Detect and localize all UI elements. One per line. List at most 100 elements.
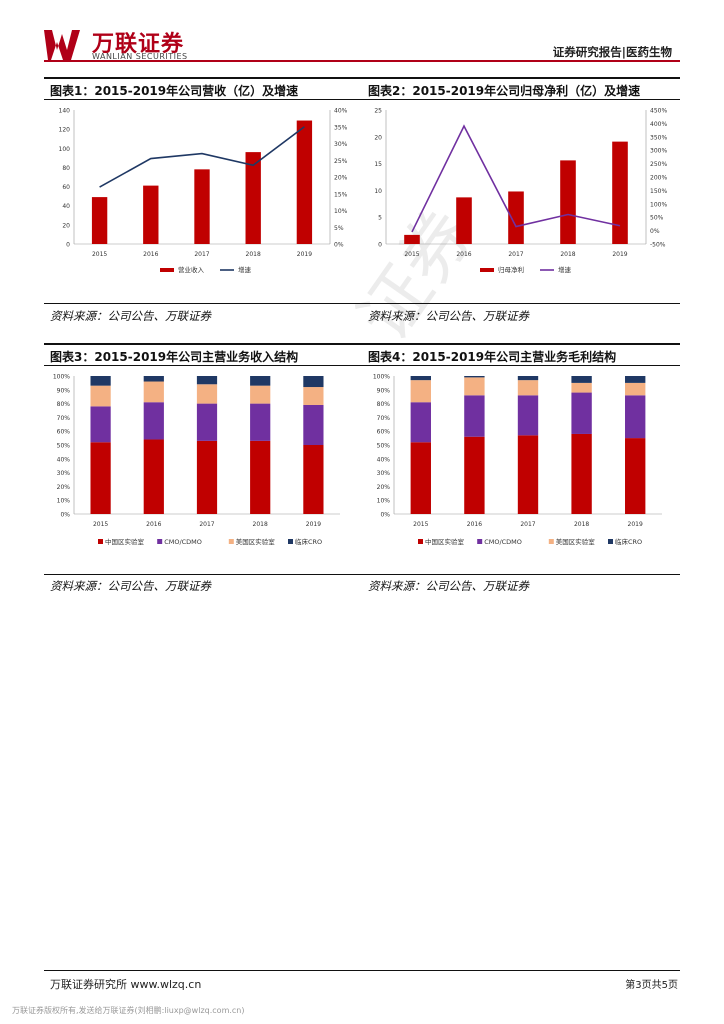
stacked-bar-segment bbox=[571, 382, 592, 393]
y-tick-label: 25 bbox=[374, 108, 382, 115]
legend-swatch bbox=[157, 539, 163, 544]
legend-swatch bbox=[480, 268, 494, 272]
x-tick-label: 2018 bbox=[560, 251, 575, 258]
figure-2-source: 资料来源：公司公告、万联证券 bbox=[368, 309, 529, 323]
legend-swatch bbox=[160, 268, 174, 272]
stacked-bar-segment bbox=[571, 433, 592, 514]
stacked-bar-segment bbox=[143, 376, 164, 382]
stacked-bar-segment bbox=[571, 392, 592, 434]
legend-swatch bbox=[228, 539, 234, 544]
y-tick-label: 10 bbox=[374, 188, 382, 195]
y2-tick-label: 100% bbox=[650, 201, 667, 208]
y-tick-label: 100% bbox=[373, 374, 390, 381]
header-rule bbox=[44, 60, 680, 62]
legend-label: 中国区实验室 bbox=[425, 537, 465, 546]
logo-text: 万联证券 bbox=[92, 32, 185, 57]
y-tick-label: 90% bbox=[377, 387, 391, 394]
copyright-note: 万联证券版权所有,发送给万联证券(刘相鹏:liuxp@wlzq.com.cn) bbox=[12, 1006, 245, 1015]
stacked-bar-segment bbox=[517, 395, 539, 436]
x-tick-label: 2017 bbox=[520, 521, 535, 528]
figure-4-source: 资料来源：公司公告、万联证券 bbox=[368, 579, 529, 593]
stacked-bar-segment bbox=[464, 436, 485, 514]
legend-swatch bbox=[548, 539, 554, 544]
y2-tick-label: 30% bbox=[334, 141, 348, 148]
stacked-bar-segment bbox=[196, 440, 218, 514]
y2-tick-label: 250% bbox=[650, 161, 667, 168]
table-top-rule bbox=[44, 343, 680, 345]
legend-label: 营业收入 bbox=[178, 265, 205, 274]
y-tick-label: 70% bbox=[377, 415, 391, 422]
legend-swatch bbox=[477, 539, 483, 544]
y-tick-label: 10% bbox=[57, 498, 71, 505]
stacked-bar-segment bbox=[517, 376, 539, 381]
bar bbox=[194, 169, 210, 244]
y2-tick-label: 350% bbox=[650, 134, 667, 141]
x-tick-label: 2018 bbox=[253, 521, 268, 528]
stacked-bar-segment bbox=[90, 385, 111, 407]
stacked-bar-segment bbox=[90, 376, 111, 386]
x-tick-label: 2017 bbox=[508, 251, 523, 258]
y2-tick-label: 0% bbox=[650, 228, 660, 235]
y-tick-label: 40% bbox=[377, 456, 391, 463]
bar bbox=[612, 141, 628, 244]
y-tick-label: 70% bbox=[57, 415, 71, 422]
stacked-bar-segment bbox=[143, 381, 164, 403]
figure-2-title: 图表2：2015-2019年公司归母净利（亿）及增速 bbox=[368, 84, 641, 98]
x-tick-label: 2017 bbox=[194, 251, 209, 258]
stacked-bar-segment bbox=[625, 382, 646, 396]
y-tick-label: 30% bbox=[377, 470, 391, 477]
legend-label: 临床CRO bbox=[615, 537, 642, 546]
y2-tick-label: 400% bbox=[650, 121, 667, 128]
y2-tick-label: 0% bbox=[334, 242, 344, 249]
chart-2-net-profit: 0 5 10 15 20 25 -50% 0% 50% 100% 150% 200% 250% 300% 3… bbox=[374, 108, 667, 275]
y-tick-label: 20 bbox=[374, 134, 382, 141]
y-tick-label: 90% bbox=[57, 387, 71, 394]
bar bbox=[245, 152, 261, 244]
y-tick-label: 30% bbox=[57, 470, 71, 477]
stacked-bar-segment bbox=[303, 404, 324, 445]
y-tick-label: 80 bbox=[62, 165, 70, 172]
stacked-bar-segment bbox=[196, 376, 218, 385]
legend-label: CMO/CDMO bbox=[164, 538, 202, 546]
stacked-bar-segment bbox=[90, 442, 111, 514]
y-tick-label: 50% bbox=[57, 443, 71, 450]
x-tick-label: 2018 bbox=[246, 251, 261, 258]
y-tick-label: 20% bbox=[57, 484, 71, 491]
y-tick-label: 60% bbox=[57, 429, 71, 436]
figure-1-source: 资料来源：公司公告、万联证券 bbox=[50, 309, 211, 323]
x-tick-label: 2016 bbox=[456, 251, 471, 258]
logo-subtitle: WANLIAN SECURITIES bbox=[92, 52, 188, 61]
y-tick-label: 100 bbox=[59, 146, 71, 153]
y-tick-label: 0 bbox=[66, 242, 70, 249]
stacked-bar-segment bbox=[250, 403, 271, 441]
page-number: 第3页共5页 bbox=[625, 980, 678, 991]
stacked-bar-segment bbox=[143, 402, 164, 440]
legend-label: 临床CRO bbox=[295, 537, 322, 546]
y2-tick-label: 150% bbox=[650, 188, 667, 195]
x-tick-label: 2016 bbox=[467, 521, 482, 528]
chart-4-gross-profit-structure: 0% 10% 20% 30% 40% 50% 60% 70% 80% 90% 100% 2015 201… bbox=[373, 374, 662, 546]
figure-3-title: 图表3：2015-2019年公司主营业务收入结构 bbox=[50, 350, 299, 364]
stacked-bar-segment bbox=[464, 377, 485, 396]
chart-1-revenue: 0 20 40 60 80 100 120 140 0% 5% 10% 15% 20% 25% 30% 35%… bbox=[59, 108, 348, 275]
footer-org: 万联证券研究所 www.wlzq.cn bbox=[50, 978, 202, 991]
table-top-rule bbox=[44, 77, 680, 79]
figure-3-source: 资料来源：公司公告、万联证券 bbox=[50, 579, 211, 593]
y2-tick-label: 25% bbox=[334, 158, 348, 165]
y-tick-label: 15 bbox=[374, 161, 382, 168]
x-tick-label: 2016 bbox=[146, 521, 161, 528]
y2-tick-label: 35% bbox=[334, 124, 348, 131]
x-tick-label: 2019 bbox=[612, 251, 627, 258]
y2-tick-label: 5% bbox=[334, 225, 344, 232]
stacked-bar-segment bbox=[625, 438, 646, 514]
bar bbox=[456, 197, 472, 244]
y2-tick-label: 200% bbox=[650, 175, 667, 182]
stacked-bar-segment bbox=[303, 387, 324, 405]
bar bbox=[296, 120, 313, 244]
stacked-bar-segment bbox=[410, 376, 431, 381]
legend-swatch bbox=[98, 539, 103, 544]
stacked-bar-segment bbox=[303, 376, 324, 388]
y-tick-label: 40% bbox=[57, 456, 71, 463]
bar bbox=[508, 191, 524, 244]
stacked-bar-segment bbox=[625, 395, 646, 439]
